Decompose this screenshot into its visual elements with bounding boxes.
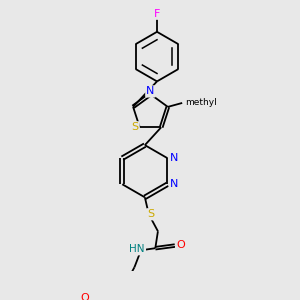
Text: N: N [170, 153, 178, 163]
Text: methyl: methyl [0, 299, 1, 300]
Text: N: N [170, 179, 178, 189]
Text: O: O [176, 240, 185, 250]
Text: N: N [146, 86, 155, 97]
Text: HN: HN [130, 244, 145, 254]
Text: S: S [131, 122, 139, 132]
Text: F: F [154, 9, 160, 19]
Text: methyl: methyl [0, 299, 1, 300]
Text: methyl: methyl [185, 98, 217, 107]
Text: S: S [147, 209, 154, 219]
Text: O: O [80, 293, 88, 300]
